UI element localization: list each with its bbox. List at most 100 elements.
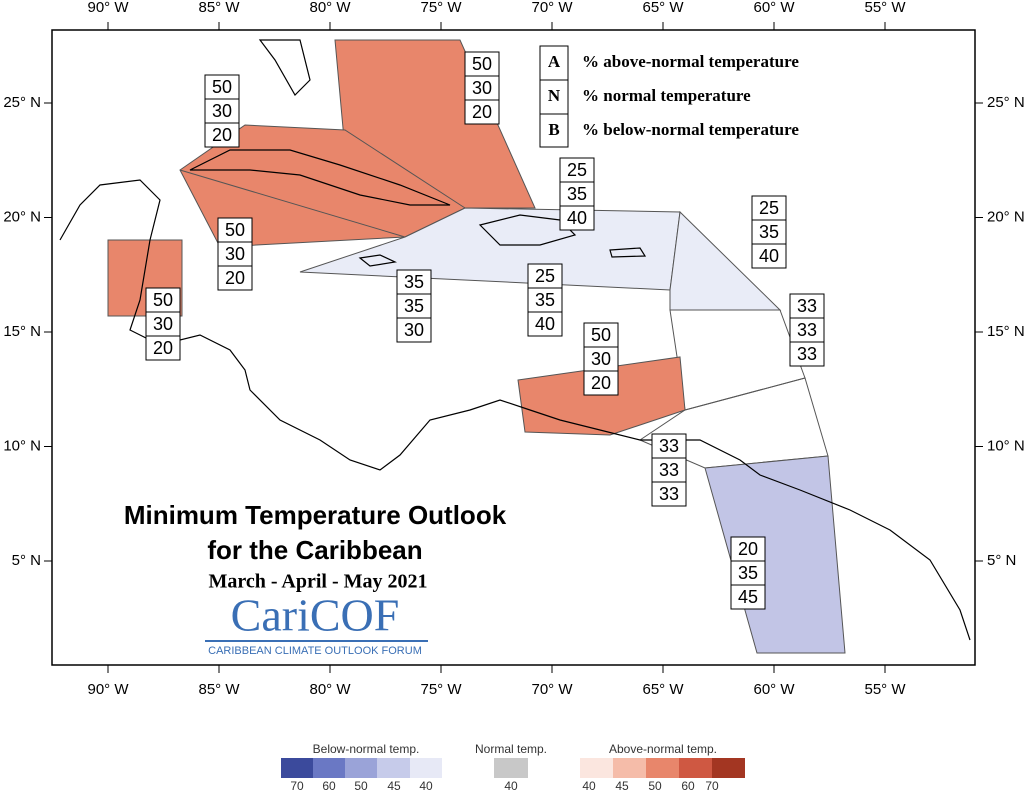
forecast-box: 50 30 20 bbox=[145, 287, 181, 361]
forecast-probability: 35 bbox=[567, 184, 587, 204]
color-legend: Below-normal temp. Normal temp. Above-no… bbox=[281, 742, 745, 778]
longitude-label: 85° W bbox=[198, 0, 240, 16]
coastline-florida bbox=[258, 39, 311, 96]
coastline-mainland bbox=[59, 179, 971, 641]
forecast-probability: 33 bbox=[659, 484, 679, 504]
latitude-label: 20° N bbox=[3, 208, 41, 225]
forecast-probability: 20 bbox=[472, 102, 492, 122]
forecast-box-frame bbox=[789, 293, 825, 367]
coastline-hispaniola bbox=[478, 214, 577, 246]
forecast-probability: 35 bbox=[759, 222, 779, 242]
swatch bbox=[377, 758, 410, 778]
latitude-label: 25° N bbox=[987, 94, 1025, 111]
forecast-box: 35 35 30 bbox=[396, 269, 432, 343]
longitude-label: 85° W bbox=[198, 681, 240, 698]
coastline-cuba bbox=[189, 149, 451, 206]
forecast-probability: 20 bbox=[738, 539, 758, 559]
forecast-probability: 30 bbox=[472, 78, 492, 98]
title: for the Caribbean bbox=[207, 535, 422, 565]
longitude-label: 90° W bbox=[87, 0, 129, 16]
forecast-box-frame bbox=[464, 51, 500, 125]
forecast-probability: 40 bbox=[567, 208, 587, 228]
forecast-probability: 20 bbox=[212, 125, 232, 145]
forecast-box-frame bbox=[217, 217, 253, 291]
forecast-probability: 20 bbox=[225, 268, 245, 288]
latitude-label: 5° N bbox=[12, 552, 41, 569]
forecast-probability: 30 bbox=[225, 244, 245, 264]
forecast-box-frame bbox=[751, 195, 787, 269]
longitude-label: 70° W bbox=[531, 0, 573, 16]
forecast-probability: 33 bbox=[659, 460, 679, 480]
forecast-probability: 35 bbox=[404, 272, 424, 292]
longitude-label: 80° W bbox=[309, 681, 351, 698]
coastlines bbox=[59, 39, 971, 641]
forecast-probability: 33 bbox=[797, 320, 817, 340]
forecast-probability: 33 bbox=[797, 344, 817, 364]
swatch bbox=[281, 758, 313, 778]
key-letter: N bbox=[548, 86, 561, 105]
title: Minimum Temperature Outlook bbox=[124, 500, 507, 530]
legend-label: 45 bbox=[615, 779, 629, 791]
forecast-probability: 45 bbox=[738, 587, 758, 607]
forecast-box: 25 35 40 bbox=[559, 157, 595, 231]
forecast-box-frame bbox=[145, 287, 181, 361]
forecast-box: 50 30 20 bbox=[583, 322, 619, 396]
swatch bbox=[646, 758, 679, 778]
forecast-box-frame bbox=[527, 263, 563, 337]
latitude-label: 5° N bbox=[987, 552, 1016, 569]
legend-label: 70 bbox=[290, 779, 304, 791]
map-frame bbox=[51, 29, 976, 666]
legend-label: 40 bbox=[504, 779, 518, 791]
logo-tagline: CARIBBEAN CLIMATE OUTLOOK FORUM bbox=[208, 645, 422, 657]
forecast-box-frame bbox=[583, 322, 619, 396]
longitude-label: 75° W bbox=[420, 681, 462, 698]
legend-title: Normal temp. bbox=[475, 742, 547, 756]
forecast-box-frame bbox=[651, 433, 687, 507]
forecast-probability: 40 bbox=[535, 314, 555, 334]
legend-label: 45 bbox=[387, 779, 401, 791]
swatch bbox=[494, 758, 528, 778]
legend-title: Below-normal temp. bbox=[313, 742, 420, 756]
forecast-probability: 33 bbox=[797, 296, 817, 316]
swatch bbox=[580, 758, 613, 778]
longitude-label: 70° W bbox=[531, 681, 573, 698]
forecast-probability: 25 bbox=[759, 198, 779, 218]
forecast-box-frame bbox=[730, 536, 766, 610]
forecast-probability: 25 bbox=[535, 266, 555, 286]
forecast-probability: 50 bbox=[153, 290, 173, 310]
logo-name: CariCOF bbox=[231, 590, 400, 641]
coastline-puerto-rico bbox=[609, 247, 647, 258]
key-text: % above-normal temperature bbox=[582, 52, 799, 71]
forecast-probability: 50 bbox=[225, 220, 245, 240]
legend-label: 40 bbox=[419, 779, 433, 791]
coastline-jamaica bbox=[358, 254, 398, 267]
key-text: % normal temperature bbox=[582, 86, 751, 105]
latitude-label: 10° N bbox=[987, 437, 1025, 454]
forecast-box: 33 33 33 bbox=[651, 433, 687, 507]
regions bbox=[107, 39, 846, 654]
legend-label: 60 bbox=[322, 779, 336, 791]
swatch bbox=[712, 758, 745, 778]
forecast-probability: 30 bbox=[591, 349, 611, 369]
longitude-label: 55° W bbox=[864, 0, 906, 16]
forecast-probability: 40 bbox=[759, 246, 779, 266]
longitude-label: 80° W bbox=[309, 0, 351, 16]
forecast-probability: 20 bbox=[153, 338, 173, 358]
swatch bbox=[613, 758, 646, 778]
forecast-probability: 35 bbox=[738, 563, 758, 583]
forecast-box-frame bbox=[559, 157, 595, 231]
legend-title: Above-normal temp. bbox=[609, 742, 717, 756]
legend-label: 40 bbox=[582, 779, 596, 791]
key-letter: B bbox=[548, 120, 559, 139]
forecast-probability: 30 bbox=[153, 314, 173, 334]
season: March - April - May 2021 bbox=[208, 571, 427, 593]
legend-label: 60 bbox=[681, 779, 695, 791]
longitude-label: 55° W bbox=[864, 681, 906, 698]
swatch bbox=[679, 758, 712, 778]
longitude-label: 65° W bbox=[642, 681, 684, 698]
forecast-box: 50 30 20 bbox=[464, 51, 500, 125]
latitude-label: 15° N bbox=[3, 323, 41, 340]
forecast-box: 25 35 40 bbox=[751, 195, 787, 269]
